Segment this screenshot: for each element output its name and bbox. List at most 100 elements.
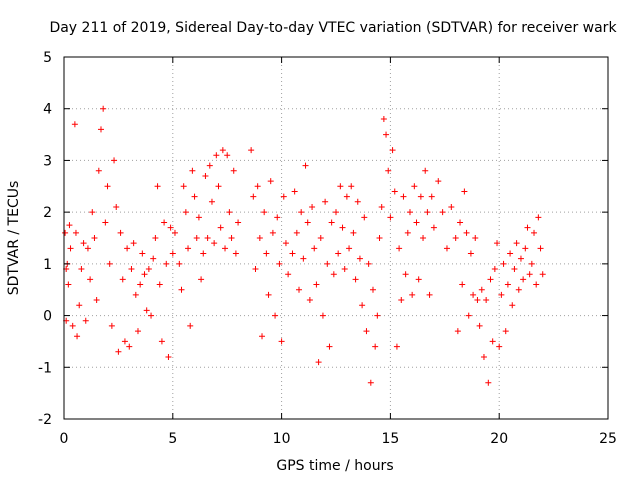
data-point	[498, 291, 505, 298]
data-point	[352, 276, 359, 283]
data-point	[535, 214, 542, 221]
y-axis-label: SDTVAR / TECUs	[6, 181, 22, 296]
data-point	[278, 338, 285, 345]
data-point	[263, 250, 270, 257]
data-point	[439, 209, 446, 216]
data-point	[531, 229, 538, 236]
data-point	[141, 271, 148, 278]
data-point	[398, 297, 405, 304]
data-point	[134, 328, 141, 335]
data-point	[187, 322, 194, 329]
data-point	[289, 250, 296, 257]
data-point	[254, 183, 261, 190]
data-point	[137, 281, 144, 288]
data-point	[226, 209, 233, 216]
data-point	[139, 250, 146, 257]
data-point	[171, 229, 178, 236]
data-point	[500, 260, 507, 267]
data-point	[176, 260, 183, 267]
data-point	[72, 229, 79, 236]
data-point	[169, 250, 176, 257]
data-point	[343, 193, 350, 200]
data-point	[185, 245, 192, 252]
y-tick-label: 3	[43, 153, 52, 169]
data-point	[326, 343, 333, 350]
data-point	[124, 245, 131, 252]
data-point	[119, 276, 126, 283]
data-point	[302, 162, 309, 169]
data-point	[350, 229, 357, 236]
data-point	[311, 245, 318, 252]
data-point	[457, 219, 464, 226]
data-point	[420, 235, 427, 241]
data-point	[385, 167, 392, 174]
data-point	[269, 229, 276, 236]
data-point	[93, 297, 100, 304]
data-point	[337, 183, 344, 190]
data-point	[413, 219, 420, 226]
data-point	[315, 359, 322, 366]
data-point	[296, 286, 303, 293]
data-point	[380, 116, 387, 123]
data-point	[252, 266, 259, 273]
data-point	[361, 214, 368, 221]
data-point	[180, 183, 187, 190]
data-point	[400, 193, 407, 200]
data-point	[282, 240, 289, 247]
data-point	[411, 183, 418, 190]
data-point	[108, 322, 115, 329]
data-point	[317, 235, 324, 241]
data-point	[106, 260, 113, 267]
data-point	[448, 203, 455, 210]
data-point	[148, 312, 155, 319]
data-point	[66, 222, 73, 229]
data-point	[115, 348, 122, 355]
data-points	[62, 105, 546, 386]
data-point	[524, 224, 531, 231]
data-point	[422, 167, 429, 174]
data-point	[502, 328, 509, 335]
x-tick-label: 20	[490, 431, 508, 447]
data-point	[87, 276, 94, 283]
data-point	[417, 193, 424, 200]
data-point	[391, 188, 398, 195]
data-point	[280, 193, 287, 200]
data-point	[539, 271, 546, 278]
x-axis-label: GPS time / hours	[276, 458, 393, 474]
data-point	[520, 276, 527, 283]
data-point	[472, 235, 479, 241]
x-tick-label: 5	[168, 431, 177, 447]
data-point	[178, 286, 185, 293]
data-point	[211, 240, 218, 247]
data-point	[150, 255, 157, 262]
data-point	[496, 343, 503, 350]
data-point	[402, 271, 409, 278]
data-point	[145, 266, 152, 273]
data-point	[232, 250, 239, 257]
data-point	[435, 178, 442, 185]
data-point	[65, 281, 72, 288]
data-point	[113, 203, 120, 210]
data-point	[393, 343, 400, 350]
x-tick-label: 0	[60, 431, 69, 447]
data-point	[328, 219, 335, 226]
data-point	[152, 235, 159, 241]
data-point	[117, 229, 124, 236]
y-tick-label: 2	[43, 205, 52, 221]
data-point	[104, 183, 111, 190]
data-point	[189, 167, 196, 174]
data-point	[111, 157, 118, 164]
grid-lines	[64, 57, 608, 419]
data-point	[248, 147, 255, 154]
data-point	[309, 203, 316, 210]
data-point	[213, 152, 220, 159]
data-point	[143, 307, 150, 314]
data-point	[513, 240, 520, 247]
data-point	[261, 209, 268, 216]
data-point	[158, 338, 165, 345]
data-point	[128, 266, 135, 273]
data-point	[62, 229, 69, 236]
data-point	[430, 224, 437, 231]
data-point	[428, 193, 435, 200]
data-point	[293, 229, 300, 236]
